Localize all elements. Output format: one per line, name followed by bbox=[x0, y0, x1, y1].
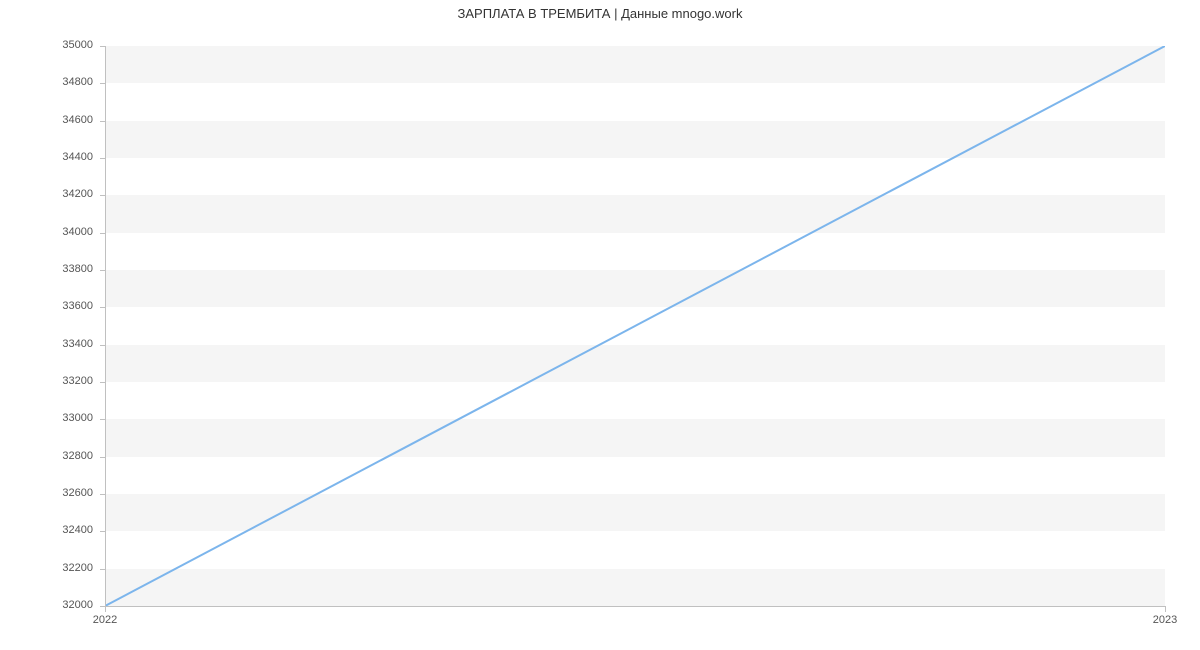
y-tick-label: 34000 bbox=[0, 226, 93, 238]
y-tick-label: 33800 bbox=[0, 263, 93, 275]
y-tick-label: 33200 bbox=[0, 375, 93, 387]
series-line bbox=[105, 46, 1165, 606]
x-tick-label: 2023 bbox=[1135, 614, 1195, 626]
chart-title: ЗАРПЛАТА В ТРЕМБИТА | Данные mnogo.work bbox=[0, 6, 1200, 21]
y-tick-label: 34800 bbox=[0, 76, 93, 88]
y-axis-line bbox=[105, 46, 106, 606]
y-tick-label: 33600 bbox=[0, 300, 93, 312]
chart-container: ЗАРПЛАТА В ТРЕМБИТА | Данные mnogo.work … bbox=[0, 0, 1200, 650]
y-tick-label: 35000 bbox=[0, 39, 93, 51]
y-tick-label: 32400 bbox=[0, 524, 93, 536]
x-tick-mark bbox=[1165, 606, 1166, 612]
y-tick-label: 33000 bbox=[0, 412, 93, 424]
y-tick-label: 34200 bbox=[0, 188, 93, 200]
y-tick-label: 34600 bbox=[0, 114, 93, 126]
y-tick-label: 32200 bbox=[0, 562, 93, 574]
y-tick-label: 32600 bbox=[0, 487, 93, 499]
y-tick-label: 34400 bbox=[0, 151, 93, 163]
x-tick-label: 2022 bbox=[75, 614, 135, 626]
plot-area bbox=[105, 46, 1165, 606]
y-tick-label: 33400 bbox=[0, 338, 93, 350]
line-series bbox=[105, 46, 1165, 606]
x-axis-line bbox=[105, 606, 1165, 607]
y-tick-label: 32800 bbox=[0, 450, 93, 462]
y-tick-label: 32000 bbox=[0, 599, 93, 611]
